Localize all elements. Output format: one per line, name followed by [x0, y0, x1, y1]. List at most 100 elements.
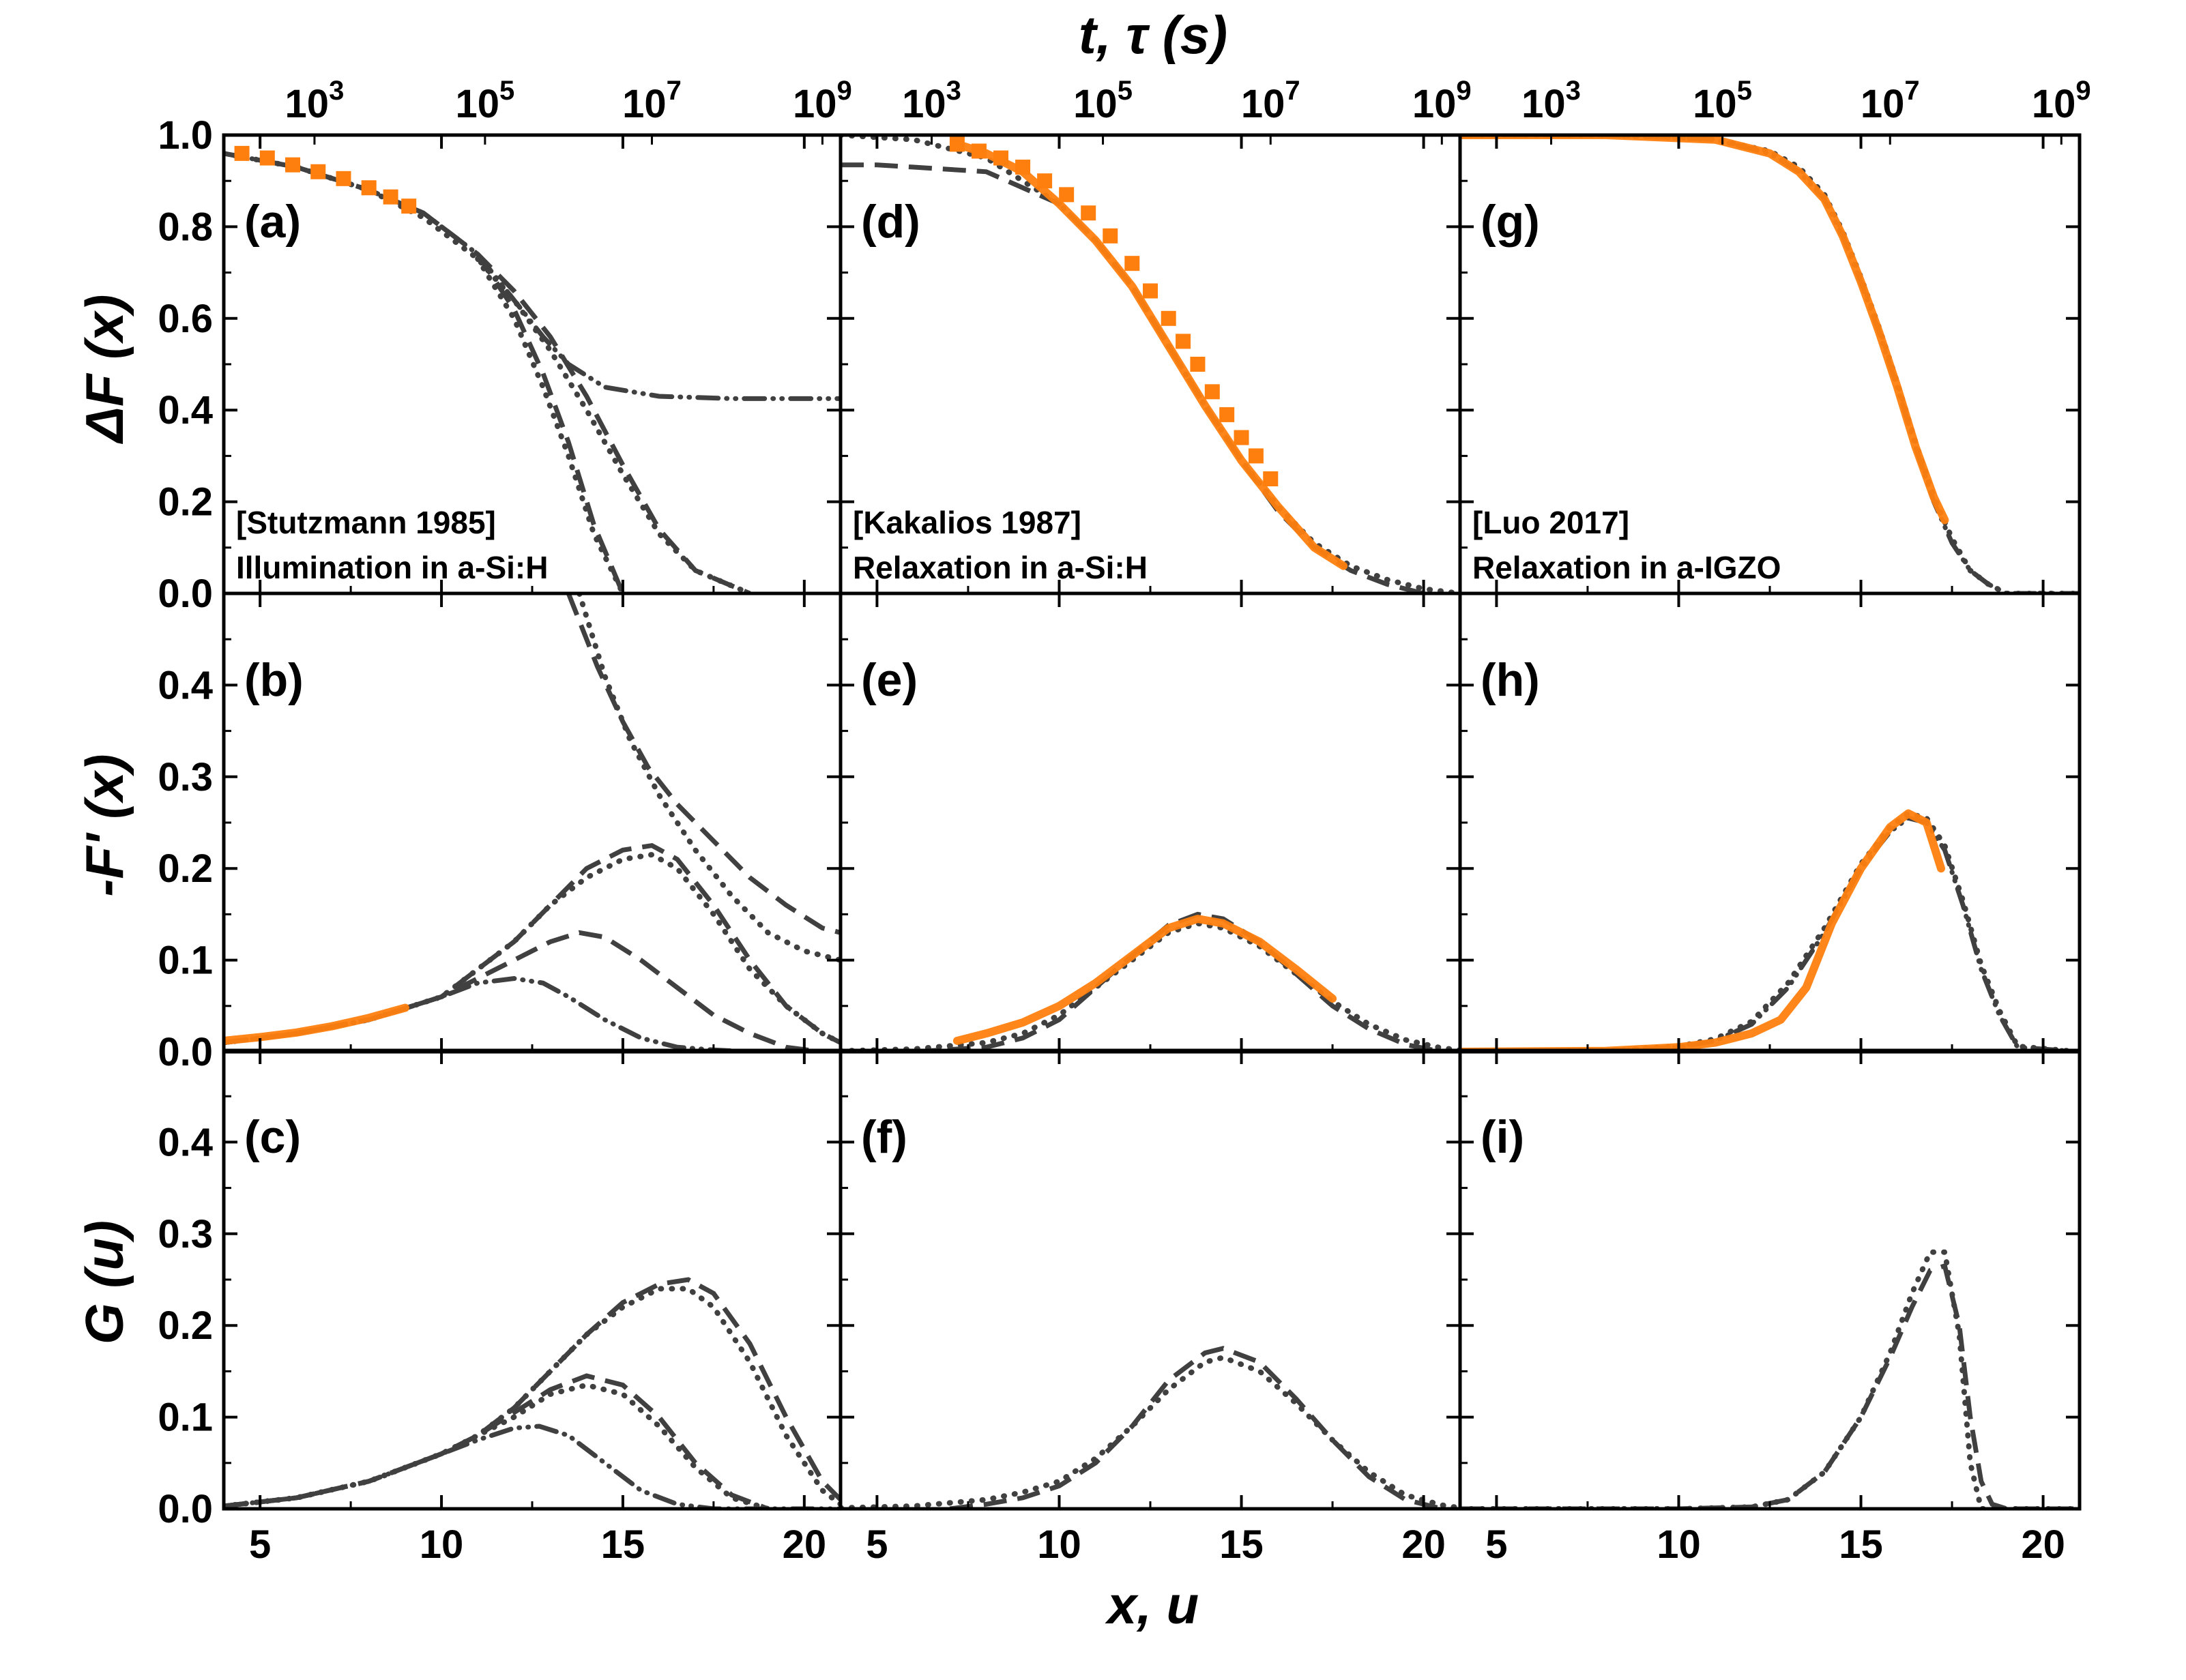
x-tick-label: 5 [1485, 1522, 1507, 1567]
series-fit-dashed [1460, 1263, 2080, 1509]
top-tick-base: 10 [1693, 82, 1737, 126]
y-tick-label: 0.1 [158, 939, 213, 983]
data-marker [1219, 407, 1235, 422]
y-tick-label: 0.6 [158, 297, 213, 341]
y-tick-label: 0.2 [158, 480, 213, 525]
ylabel-row-1: ΔF (x) [74, 294, 134, 444]
top-tick-label: 105 [1693, 76, 1752, 126]
top-tick-base: 10 [622, 82, 667, 126]
top-tick-label: 109 [1412, 76, 1472, 126]
panel-frame [839, 591, 1462, 1054]
data-marker [993, 150, 1009, 166]
data-marker [1263, 471, 1279, 486]
top-tick-label: 103 [1521, 76, 1581, 126]
x-tick-label: 15 [1219, 1522, 1264, 1567]
x-tick-label: 15 [1839, 1522, 1883, 1567]
data-marker [1124, 256, 1140, 271]
top-tick-exponent: 3 [329, 76, 344, 106]
panel-h [1460, 809, 2080, 1052]
data-marker [310, 164, 326, 179]
y-tick-label: 0.1 [158, 1396, 213, 1440]
top-tick-label: 107 [1241, 76, 1300, 126]
panel-label: (h) [1481, 654, 1540, 706]
panel-label: (i) [1481, 1111, 1524, 1163]
y-tick-label: 0.8 [158, 205, 213, 249]
top-tick-exponent: 5 [499, 76, 514, 106]
top-tick-label: 105 [1073, 76, 1133, 126]
bottom-axis-title: x, u [1105, 1575, 1199, 1635]
top-tick-exponent: 7 [1285, 76, 1300, 106]
panel-reference: [Kakalios 1987] [853, 505, 1081, 540]
series-data-line [1460, 135, 1949, 525]
top-tick-label: 103 [285, 76, 345, 126]
y-tick-label: 0.2 [158, 846, 213, 891]
series-fit-dotted [1460, 1249, 2080, 1509]
y-tick-label: 0.4 [158, 663, 213, 707]
x-tick-label: 10 [420, 1522, 464, 1567]
top-tick-base: 10 [1241, 82, 1285, 126]
data-marker [234, 145, 250, 161]
series-data-line [952, 140, 1348, 570]
data-marker [1103, 228, 1118, 244]
panel-f [841, 1346, 1460, 1509]
ylabel-row-3: G (u) [74, 1220, 134, 1344]
panel-description: Illumination in a-Si:H [236, 550, 548, 585]
series-fit-dashed-peak-014 [224, 1373, 769, 1509]
series-fit-dotted [841, 920, 1460, 1052]
y-tick-label: 0.3 [158, 755, 213, 799]
series-fit-dashed-peak-013 [224, 930, 823, 1052]
top-tick-label: 109 [793, 76, 852, 126]
x-tick-label: 5 [249, 1522, 271, 1567]
series-data-line [1460, 809, 1945, 1052]
panel-b [224, 593, 841, 1052]
data-marker [971, 143, 987, 159]
top-tick-label: 107 [622, 76, 682, 126]
data-marker [1190, 357, 1206, 372]
series-data-line [952, 915, 1337, 1045]
data-marker [1037, 173, 1053, 189]
panel-d [841, 135, 1460, 593]
y-tick-label: 1.0 [158, 113, 213, 158]
series-fit-dotted [1460, 810, 2080, 1052]
panel-description: Relaxation in a-IGZO [1472, 550, 1781, 585]
top-tick-base: 10 [1412, 82, 1457, 126]
panel-reference: [Luo 2017] [1472, 505, 1629, 540]
top-tick-exponent: 9 [1456, 76, 1471, 106]
top-tick-exponent: 9 [2075, 76, 2090, 106]
series-fit-dotted-peak-024 [224, 1286, 841, 1509]
y-tick-label: 0.0 [158, 572, 213, 616]
panel-frame [839, 1048, 1462, 1511]
panel-frame [1458, 1048, 2082, 1511]
series-fit-dashed-high [566, 593, 841, 935]
top-tick-label: 107 [1861, 76, 1920, 126]
series-data-line [224, 1003, 409, 1045]
top-tick-exponent: 9 [837, 76, 852, 106]
top-tick-base: 10 [2032, 82, 2076, 126]
y-tick-label: 0.0 [158, 1030, 213, 1074]
top-axis-title: t, τ (s) [1079, 5, 1227, 65]
y-tick-label: 0.0 [158, 1487, 213, 1531]
panel-frame [222, 1048, 843, 1511]
series-fit-dashdotdot [1460, 815, 2080, 1052]
series-fit-dashdotdot-plateau [224, 151, 841, 401]
data-marker [401, 198, 417, 214]
data-marker [1015, 160, 1031, 175]
top-tick-base: 10 [793, 82, 837, 126]
x-tick-label: 10 [1657, 1522, 1701, 1567]
top-tick-base: 10 [285, 82, 330, 126]
data-marker [1161, 310, 1176, 326]
data-marker [949, 136, 965, 152]
series-fit-dashed [913, 911, 1442, 1052]
data-marker [259, 150, 275, 166]
top-tick-exponent: 3 [946, 76, 961, 106]
series-fit-dotted-high [577, 593, 841, 963]
panel-i [1460, 1249, 2080, 1509]
plot-grid: (a) [Stutzmann 1985] Illumination in a-Si:… [158, 76, 2090, 1567]
top-tick-label: 105 [455, 76, 514, 126]
series-fit-dashed-peak-022 [224, 842, 841, 1046]
top-tick-base: 10 [1521, 82, 1566, 126]
panel-c [224, 1277, 841, 1509]
panel-label: (d) [861, 196, 920, 248]
x-tick-label: 15 [601, 1522, 645, 1567]
